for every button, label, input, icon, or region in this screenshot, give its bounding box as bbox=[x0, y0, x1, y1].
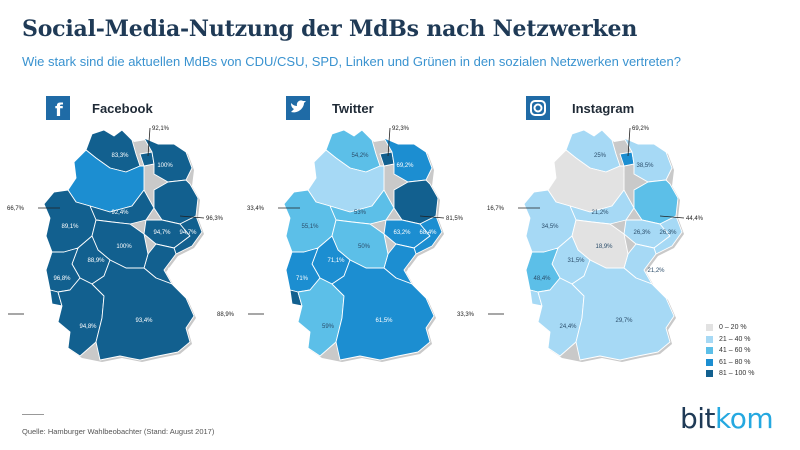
value-label: 100% bbox=[116, 244, 132, 250]
callout-line bbox=[387, 127, 391, 157]
map-facebook: 92,1% 83,3% 100% 66,7% 92,4% 96,3% 94,7% 89,1% 9… bbox=[7, 126, 224, 362]
legend-label: 81 – 100 % bbox=[719, 370, 755, 377]
value-label: 96,3% bbox=[206, 216, 224, 222]
callout-line bbox=[147, 127, 151, 157]
value-label: 92,1% bbox=[152, 126, 170, 132]
facebook-glyph: f bbox=[55, 100, 63, 121]
value-label: 89,1% bbox=[61, 224, 79, 230]
value-label: 68,4% bbox=[419, 230, 437, 236]
facebook-icon bbox=[46, 96, 70, 120]
value-label: 25% bbox=[594, 153, 607, 159]
legend-swatch bbox=[706, 347, 713, 354]
legend: 0 – 20 % 21 – 40 % 41 – 60 % 61 – 80 % 81 – … bbox=[706, 322, 754, 380]
value-label: 63,6% bbox=[407, 268, 425, 274]
legend-item: 41 – 60 % bbox=[706, 345, 754, 356]
legend-label: 21 – 40 % bbox=[719, 335, 751, 343]
value-label: 87,8% bbox=[167, 268, 185, 274]
legend-label: 41 – 60 % bbox=[719, 347, 751, 354]
value-label: 21,2% bbox=[591, 210, 609, 216]
legend-label: 61 – 80 % bbox=[719, 358, 751, 366]
value-label: 94,7% bbox=[153, 230, 171, 236]
twitter-bird-glyph bbox=[291, 100, 306, 113]
value-label: 94,7% bbox=[179, 230, 197, 236]
value-label: 24,4% bbox=[559, 324, 577, 330]
map-twitter: 92,3% 54,2% 69,2% 33,4% 53% 81,5% 63,2% 55,1% 68… bbox=[217, 126, 464, 362]
value-label: 81,5% bbox=[446, 216, 464, 222]
value-label: 54,2% bbox=[351, 153, 369, 159]
value-label: 92,4% bbox=[111, 210, 129, 216]
state-region bbox=[153, 179, 199, 225]
value-label: 26,3% bbox=[659, 230, 677, 236]
value-label: 96,8% bbox=[53, 276, 71, 282]
legend-item: 0 – 20 % bbox=[706, 322, 754, 333]
value-label: 69,2% bbox=[632, 126, 650, 132]
chart-subtitle: Wie stark sind die aktuellen MdBs von CD… bbox=[22, 54, 681, 69]
value-label: 66,7% bbox=[7, 206, 25, 212]
instagram-lens-glyph bbox=[533, 103, 543, 113]
value-label: 34,5% bbox=[541, 224, 559, 230]
callout-line bbox=[627, 127, 631, 157]
source-divider bbox=[22, 414, 44, 415]
legend-item: 21 – 40 % bbox=[706, 334, 754, 345]
value-label: 31,5% bbox=[567, 258, 585, 264]
value-label: 33,3% bbox=[457, 312, 475, 318]
value-label: 18,9% bbox=[595, 244, 613, 250]
value-label: 61,5% bbox=[375, 318, 393, 324]
network-name: Facebook bbox=[92, 101, 153, 116]
value-label: 26,3% bbox=[633, 230, 651, 236]
state-region bbox=[633, 179, 679, 225]
instagram-icon bbox=[526, 96, 550, 120]
value-label: 88,9% bbox=[87, 258, 105, 264]
instagram-frame-glyph bbox=[530, 100, 546, 116]
network-name: Instagram bbox=[572, 101, 634, 116]
callout-line bbox=[419, 215, 445, 219]
state-region bbox=[173, 215, 203, 255]
value-label: 44,4% bbox=[686, 216, 704, 222]
value-label: 69,2% bbox=[396, 163, 414, 169]
value-label: 21,2% bbox=[647, 268, 665, 274]
value-label: 50% bbox=[358, 244, 371, 250]
value-label: 71,1% bbox=[327, 258, 345, 264]
state-region bbox=[331, 259, 435, 361]
callout-line bbox=[659, 215, 685, 219]
state-region bbox=[393, 179, 439, 225]
value-label: 94,8% bbox=[79, 324, 97, 330]
value-label: 59% bbox=[322, 324, 335, 330]
value-label: 16,7% bbox=[487, 206, 505, 212]
value-label: 63,2% bbox=[393, 230, 411, 236]
legend-swatch bbox=[706, 370, 713, 377]
value-label: 48,4% bbox=[533, 276, 551, 282]
value-label: 93,4% bbox=[135, 318, 153, 324]
legend-item: 61 – 80 % bbox=[706, 357, 754, 368]
legend-item: 81 – 100 % bbox=[706, 368, 754, 379]
state-region bbox=[653, 215, 683, 255]
value-label: 55,1% bbox=[301, 224, 319, 230]
state-region bbox=[91, 259, 195, 361]
legend-swatch bbox=[706, 335, 713, 343]
state-region bbox=[571, 259, 675, 361]
network-name: Twitter bbox=[332, 101, 374, 116]
callout-line bbox=[179, 215, 205, 219]
value-label: 33,4% bbox=[247, 206, 265, 212]
value-label: 83,3% bbox=[111, 153, 129, 159]
chart-title: Social-Media-Nutzung der MdBs nach Netzw… bbox=[22, 16, 638, 42]
legend-swatch bbox=[706, 324, 713, 331]
value-label: 71% bbox=[296, 276, 309, 282]
bitkom-logo: bitkom bbox=[680, 402, 774, 435]
value-label: 100% bbox=[157, 163, 173, 169]
state-region bbox=[413, 215, 443, 255]
map-instagram: 69,2% 25% 38,5% 16,7% 21,2% 44,4% 26,3% 34,5% 26… bbox=[457, 126, 704, 362]
value-label: 29,7% bbox=[615, 318, 633, 324]
value-label: 53% bbox=[354, 210, 367, 216]
legend-label: 0 – 20 % bbox=[719, 324, 747, 331]
value-label: 92,3% bbox=[392, 126, 410, 132]
legend-swatch bbox=[706, 358, 713, 366]
value-label: 88,9% bbox=[217, 312, 235, 318]
value-label: 38,5% bbox=[636, 163, 654, 169]
source-note: Quelle: Hamburger Wahlbeobachter (Stand:… bbox=[22, 427, 215, 436]
